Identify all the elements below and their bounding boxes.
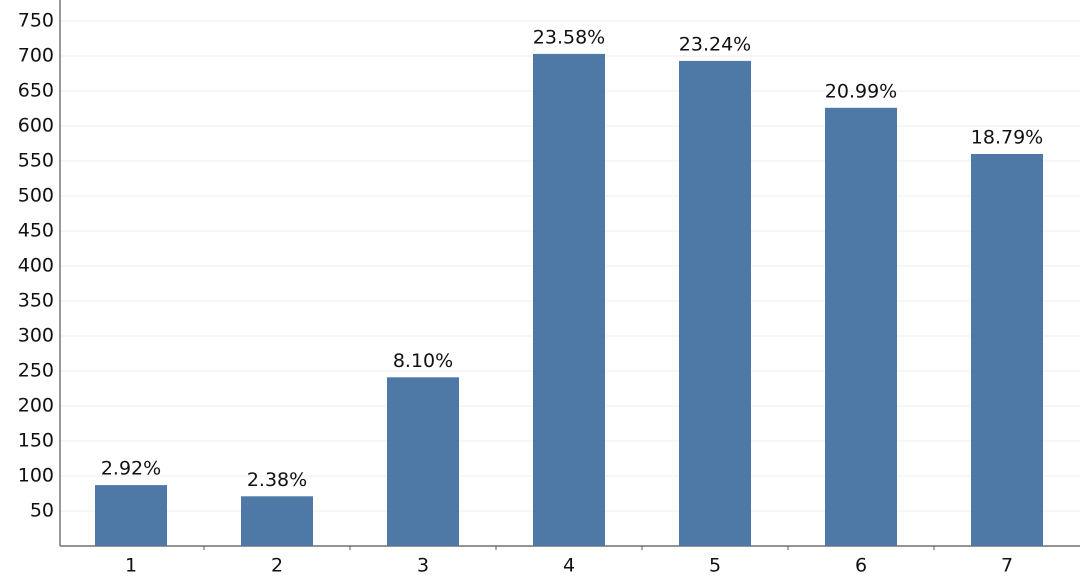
y-tick-label: 550 — [18, 150, 54, 172]
bar — [241, 496, 313, 546]
data-label: 2.38% — [247, 469, 307, 491]
data-label: 23.58% — [533, 26, 605, 48]
x-tick-label: 3 — [417, 555, 429, 577]
y-tick-label: 250 — [18, 360, 54, 382]
y-tick-label: 350 — [18, 290, 54, 312]
x-tick-label: 1 — [125, 555, 137, 577]
y-tick-label: 400 — [18, 255, 54, 277]
x-tick-label: 2 — [271, 555, 283, 577]
data-label: 23.24% — [679, 33, 751, 55]
x-tick-label: 4 — [563, 555, 575, 577]
y-tick-label: 300 — [18, 325, 54, 347]
bar — [971, 154, 1043, 546]
y-tick-label: 150 — [18, 430, 54, 452]
y-tick-label: 750 — [18, 10, 54, 32]
y-tick-label: 700 — [18, 45, 54, 67]
data-label: 2.92% — [101, 458, 161, 480]
bar — [679, 60, 751, 547]
x-tick-label: 7 — [1001, 555, 1013, 577]
bar — [825, 107, 897, 547]
data-label: 20.99% — [825, 80, 897, 102]
bar — [95, 485, 167, 546]
data-label: 8.10% — [393, 350, 453, 372]
y-tick-label: 450 — [18, 220, 54, 242]
y-tick-label: 600 — [18, 115, 54, 137]
bar — [533, 53, 605, 547]
x-tick-label: 5 — [709, 555, 721, 577]
y-tick-label: 500 — [18, 185, 54, 207]
x-tick-label: 6 — [855, 555, 867, 577]
y-tick-label: 100 — [18, 465, 54, 487]
y-tick-label: 650 — [18, 80, 54, 102]
y-tick-label: 50 — [30, 500, 54, 522]
y-tick-label: 200 — [18, 395, 54, 417]
bar — [387, 377, 459, 546]
data-label: 18.79% — [971, 127, 1043, 149]
